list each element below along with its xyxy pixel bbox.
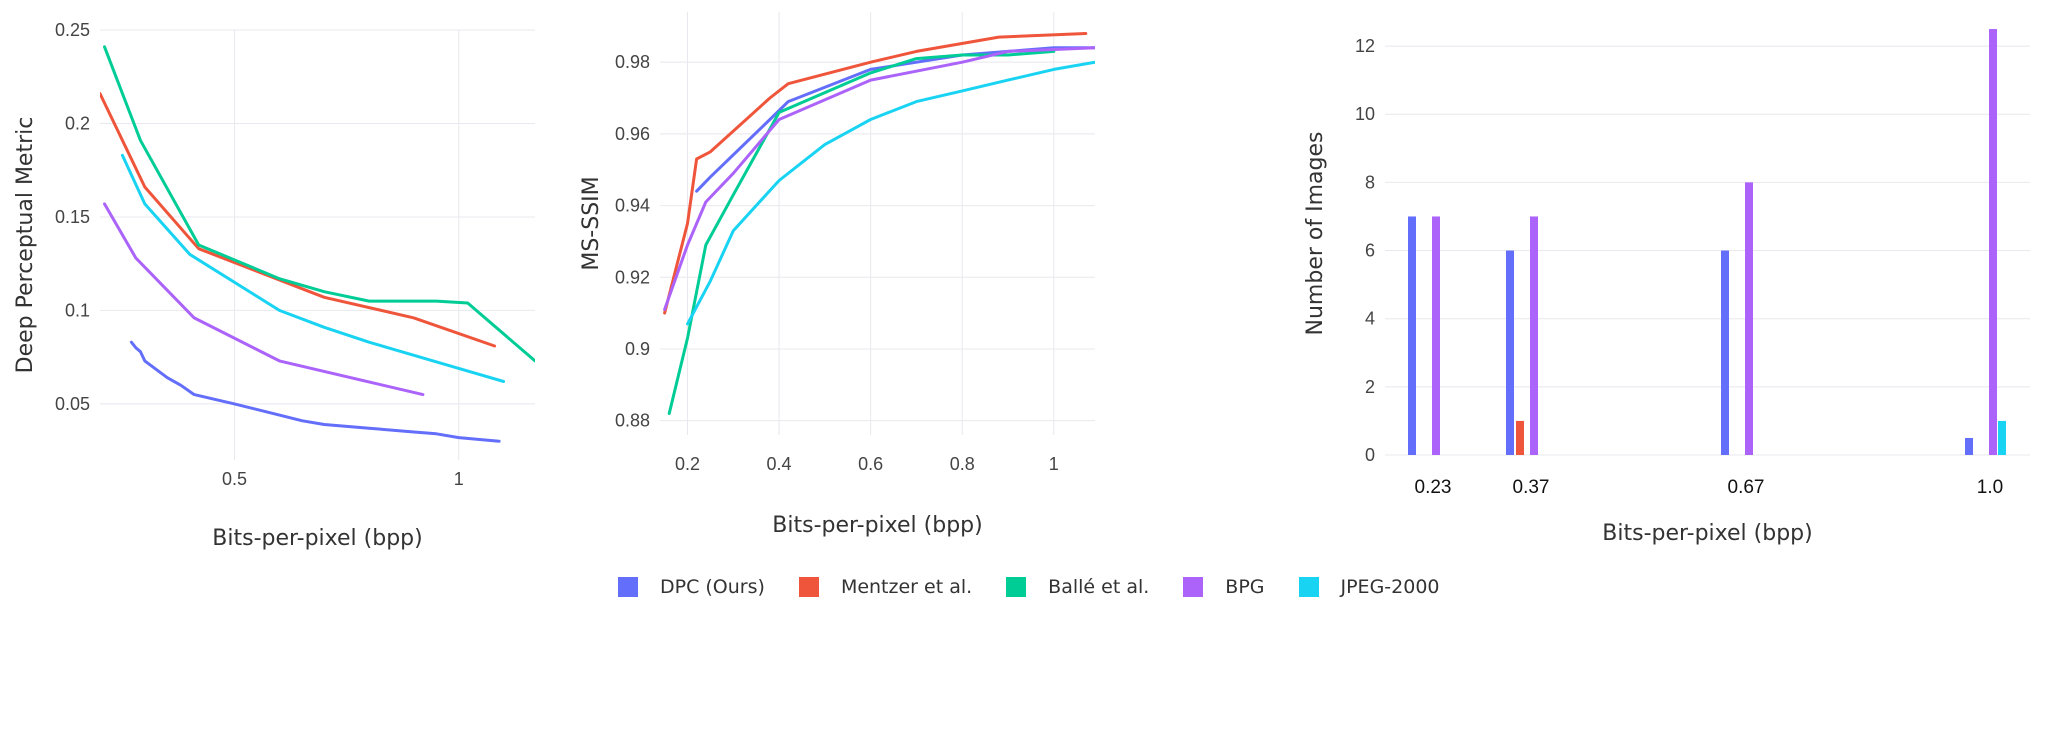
series-line-jpeg-2000	[120, 153, 506, 383]
y-tick-label: 0.2	[65, 113, 90, 133]
legend-item-ball-et-al[interactable]: Ballé et al.	[1006, 576, 1149, 598]
bar-dpc-ours-0-23	[1408, 216, 1416, 455]
legend-swatch	[1006, 577, 1027, 597]
charts-canvas: 0.05 0.1 0.15 0.2 0.25 Deep Perceptual Metric…	[13, 12, 2030, 551]
y-tick-label: 0	[1365, 445, 1375, 465]
y-tick-label: 8	[1365, 172, 1375, 192]
y-tick-label: 4	[1365, 309, 1375, 329]
y-tick-label: 0.94	[615, 196, 650, 216]
x-tick-label: 0.6	[858, 454, 883, 474]
series-line-dpc-ours	[695, 46, 1095, 193]
series-line-bpg	[103, 202, 425, 397]
bar-jpeg-2000-1-0	[1998, 420, 2006, 455]
series-line-ball-et-al	[103, 45, 535, 363]
legend-item-mentzer-et-al[interactable]: Mentzer et al.	[798, 576, 973, 598]
bar-bpg-0-37	[1530, 216, 1538, 455]
y-tick-label: 0.25	[55, 20, 90, 40]
x-axis-title: Bits-per-pixel (bpp)	[1602, 521, 1812, 546]
y-axis-title: Number of Images	[1303, 132, 1328, 336]
bar-dpc-ours-1-0	[1965, 437, 1973, 455]
y-axis-title: Deep Perceptual Metric	[13, 117, 38, 374]
legend-label: BPG	[1225, 576, 1265, 598]
bar-bpg-1-0	[1989, 29, 1997, 456]
x-tick-label: 0.8	[950, 454, 975, 474]
series-line-jpeg-2000	[686, 60, 1095, 326]
legend-label: Mentzer et al.	[840, 576, 973, 598]
y-tick-label: 0.98	[615, 52, 650, 72]
legend-label: Ballé et al.	[1048, 576, 1150, 598]
legend: DPC (Ours) Mentzer et al. Ballé et al. BPG J…	[618, 576, 1474, 598]
x-axis-title: Bits-per-pixel (bpp)	[772, 513, 982, 538]
y-tick-label: 12	[1355, 36, 1375, 56]
legend-item-jpeg-2000[interactable]: JPEG-2000	[1298, 576, 1440, 598]
x-tick-label: 0.2	[675, 454, 700, 474]
series-line-mentzer-et-al	[100, 92, 497, 348]
y-axis-title: MS-SSIM	[579, 176, 604, 270]
chart-2: 0.88 0.9 0.92 0.94 0.96 0.98 MS-SSIM 0.2 0.4 0.6 0…	[579, 12, 1095, 538]
y-tick-label: 0.15	[55, 207, 90, 227]
legend-swatch	[618, 577, 638, 597]
x-tick-label: 0.5	[222, 469, 247, 489]
x-tick-label: 0.23	[1415, 477, 1452, 498]
x-tick-label: 1	[454, 469, 464, 489]
chart-1: 0.05 0.1 0.15 0.2 0.25 Deep Perceptual Metric…	[13, 20, 535, 551]
series-line-ball-et-al	[667, 49, 1056, 415]
series-line-mentzer-et-al	[663, 32, 1088, 315]
y-tick-label: 0.96	[615, 124, 650, 144]
y-tick-label: 0.88	[615, 411, 650, 431]
bar-dpc-ours-0-67	[1721, 250, 1729, 455]
x-tick-label: 0.4	[767, 454, 792, 474]
legend-item-dpc-ours[interactable]: DPC (Ours)	[618, 576, 765, 598]
y-tick-label: 2	[1365, 377, 1375, 397]
x-tick-label: 0.67	[1728, 477, 1765, 498]
y-tick-label: 0.1	[65, 300, 90, 320]
series-line-bpg	[663, 46, 1095, 311]
legend-label: JPEG-2000	[1340, 576, 1440, 598]
y-tick-label: 0.05	[55, 394, 90, 414]
bar-dpc-ours-0-37	[1506, 250, 1514, 455]
y-tick-label: 6	[1365, 241, 1375, 261]
bar-bpg-0-23	[1432, 216, 1440, 455]
chart-3: 0 2 4 6 8 10 12 Number of Images 0.23 0.37 0.67 1.0…	[1303, 29, 2030, 546]
bar-mentzer-et-al-0-37	[1516, 420, 1524, 455]
legend-swatch	[1183, 577, 1204, 597]
series-line-dpc-ours	[129, 340, 501, 443]
y-tick-label: 0.9	[625, 339, 650, 359]
legend-label: DPC (Ours)	[660, 576, 765, 598]
x-axis-title: Bits-per-pixel (bpp)	[212, 526, 422, 551]
x-tick-label: 1.0	[1977, 477, 2003, 498]
legend-swatch	[798, 577, 819, 597]
legend-item-bpg[interactable]: BPG	[1183, 576, 1265, 598]
y-tick-label: 10	[1355, 104, 1375, 124]
y-tick-label: 0.92	[615, 267, 650, 287]
legend-swatch	[1298, 577, 1319, 597]
bar-bpg-0-67	[1745, 182, 1753, 455]
x-tick-label: 1	[1049, 454, 1059, 474]
x-tick-label: 0.37	[1513, 477, 1550, 498]
